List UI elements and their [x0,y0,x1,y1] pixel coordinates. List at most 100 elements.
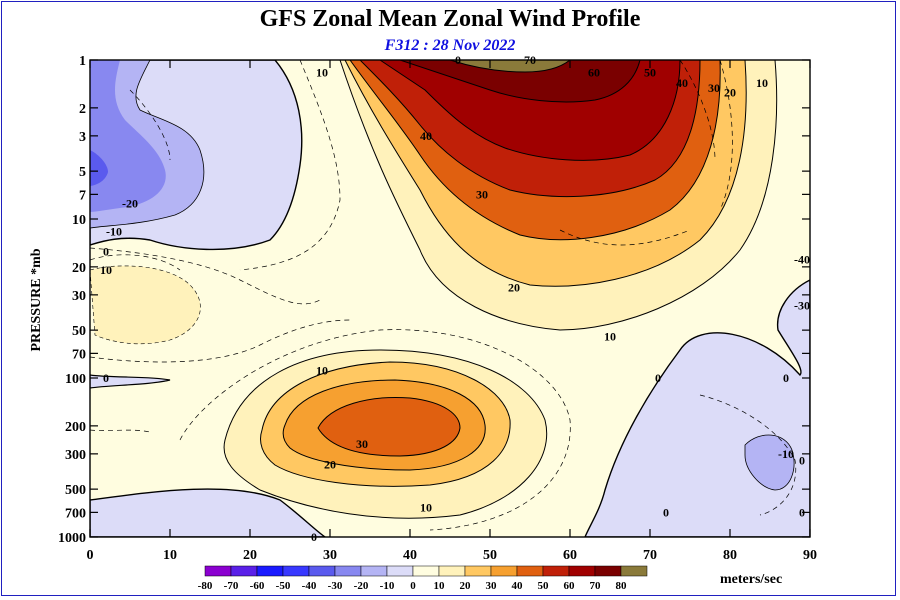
colorbar-label: -70 [224,580,239,592]
fill-neg30-upper-left [90,150,108,186]
contour-label: -10 [778,447,794,461]
fill-10-20-left [90,265,201,345]
dashed-contour-line [559,229,691,246]
y-tick-label: 5 [79,165,86,180]
colorbar-label: 60 [564,580,576,592]
contour-label: 10 [316,364,328,378]
contour-label: 10 [100,263,112,277]
y-tick-label: 70 [72,347,86,362]
y-tick-label: 20 [72,261,86,276]
contour-label: 30 [356,437,368,451]
plot-border [89,59,811,538]
fill-neg-bottom-left [90,488,327,537]
x-tick-label: 80 [723,548,737,563]
y-tick-label: 2 [79,102,86,117]
x-tick-label: 90 [803,548,817,563]
contour-label: 0 [799,505,805,519]
contour-label: 0 [663,505,669,519]
contour-fills [90,60,810,537]
contour-label: 10 [316,66,328,80]
dashed-contour-line [90,247,321,305]
colorbar-label: 40 [512,580,524,592]
colorbar-swatch [282,565,310,577]
x-tick-label: 0 [87,548,94,563]
y-tick-label: 700 [65,506,86,521]
y-tick-label: 10 [72,213,86,228]
contour-label: 70 [524,53,536,67]
colorbar-label: 20 [460,580,472,592]
colorbar-swatch [464,565,492,577]
colorbar-swatch [334,565,362,577]
y-tick-label: 50 [72,324,86,339]
colorbar-swatch [620,565,648,577]
contour-label: 20 [324,458,336,472]
colorbar-label: -30 [328,580,343,592]
x-tick-label: 60 [563,548,577,563]
dashed-contour-line [90,319,351,363]
x-tick-label: 10 [163,548,177,563]
y-tick-label: 100 [65,372,86,387]
contour-label: 30 [708,81,720,95]
colorbar-label: 80 [616,580,628,592]
colorbar-swatch [360,565,388,577]
x-tick-label: 20 [243,548,257,563]
y-tick-label: 3 [79,130,86,145]
contour-label: 0 [783,371,789,385]
contour-label: 20 [724,85,736,99]
contour-label: 0 [103,244,109,258]
colorbar-swatch [490,565,518,577]
colorbar-label: 50 [538,580,550,592]
contour-label: -10 [106,225,122,239]
contour-label: 10 [420,500,432,514]
colorbar-label: -50 [276,580,291,592]
colorbar-label: -80 [198,580,213,592]
fill-60-70-upper [399,60,641,103]
dashed-contour-line [239,60,341,271]
fill-neg20-upper-left [90,60,166,212]
contour-label: 40 [420,129,432,143]
colorbar-swatch [516,565,544,577]
x-tick-label: 40 [403,548,417,563]
x-tick-label: 70 [643,548,657,563]
contour-label: -30 [794,299,810,313]
contour-label: 0 [655,371,661,385]
colorbar-swatch [568,565,596,577]
y-tick-label: 30 [72,289,86,304]
colorbar-label: -10 [380,580,395,592]
fill-neg10-lower-right [744,434,795,491]
colorbar-label: -60 [250,580,265,592]
contour-label: 0 [799,453,805,467]
colorbar-label: -40 [302,580,317,592]
y-tick-label: 1 [79,54,86,69]
contour-label: 0 [311,530,317,544]
colorbar-swatch [438,565,466,577]
colorbar-units: meters/sec [720,572,782,587]
colorbar-swatch [386,565,414,577]
contour-label: -40 [794,253,810,267]
x-tick-label: 30 [323,548,337,563]
contour-label: 20 [508,281,520,295]
contour-label: 40 [676,76,688,90]
x-axis: 0 10 20 30 40 50 60 70 80 90 [87,60,817,563]
colorbar: -80 -70 -60 -50 -40 -30 -20 -10 0 10 20 30 40 50 60 70 8… [198,565,648,592]
contour-label: -20 [122,197,138,211]
contour-label: 60 [588,66,600,80]
contour-label: 10 [604,330,616,344]
contour-label: 10 [756,76,768,90]
colorbar-label: 30 [486,580,498,592]
x-tick-label: 50 [483,548,497,563]
fill-neg-small-left [90,374,171,389]
fill-70-80-upper [449,60,571,73]
fill-40-50-lower [317,397,461,457]
dashed-contour-line [90,429,151,433]
colorbar-swatch [412,565,440,577]
y-tick-label: 300 [65,448,86,463]
colorbar-swatch [204,565,232,577]
dashed-contour-line [179,329,571,531]
y-tick-label: 200 [65,420,86,435]
dashed-contours [90,60,797,531]
colorbar-swatch [594,565,622,577]
